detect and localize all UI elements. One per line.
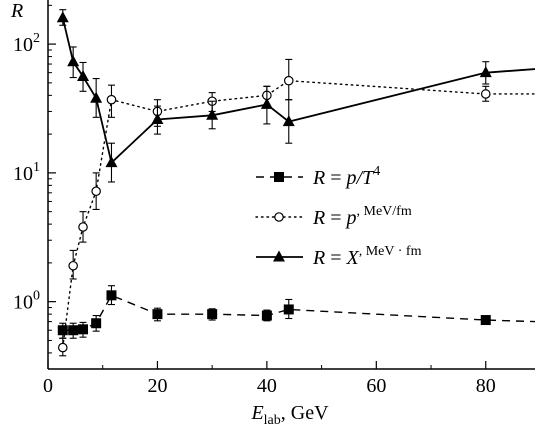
series-1-point-8 bbox=[283, 75, 294, 86]
x-tick-label-2: 40 bbox=[257, 375, 277, 397]
series-0-line bbox=[62, 294, 535, 331]
series-2-line bbox=[61, 17, 535, 165]
series-0-point-2 bbox=[78, 324, 89, 335]
legend-item-1: R = p, MeV/fm bbox=[255, 204, 412, 229]
series-0-point-9 bbox=[480, 315, 491, 326]
legend-marker-2 bbox=[273, 250, 285, 262]
legend-item-2: R = X, MeV · fm bbox=[256, 244, 422, 269]
series-0-point-8 bbox=[283, 304, 294, 315]
legend-marker-1 bbox=[274, 212, 284, 222]
series-0 bbox=[57, 285, 535, 339]
series-0-point-0 bbox=[57, 325, 68, 336]
series-1 bbox=[57, 58, 535, 357]
series-2-point-8 bbox=[282, 115, 295, 127]
series-0-point-1 bbox=[68, 325, 79, 336]
series-1-point-3 bbox=[91, 186, 101, 197]
series-1-point-9 bbox=[480, 89, 491, 99]
series-2-point-3 bbox=[90, 91, 103, 103]
series-0-point-5 bbox=[152, 309, 163, 320]
x-tick-label-0: 0 bbox=[43, 375, 53, 397]
x-tick-label-4: 80 bbox=[476, 375, 496, 397]
legend-item-0: R = p/T4 bbox=[256, 164, 380, 189]
series-2-point-1 bbox=[67, 55, 80, 67]
series-2-point-5 bbox=[151, 112, 164, 124]
series-2-point-7 bbox=[260, 97, 273, 109]
series-2 bbox=[56, 9, 535, 183]
series-2-point-6 bbox=[206, 108, 219, 120]
series-1-line bbox=[62, 79, 535, 349]
legend-marker-0 bbox=[274, 172, 284, 182]
y-axis-label: R bbox=[10, 0, 23, 22]
series-0-point-7 bbox=[261, 310, 272, 321]
series-1-point-2 bbox=[78, 222, 88, 232]
y-tick-label-0: 100 bbox=[13, 289, 40, 314]
x-axis-label: Elab, GeV bbox=[250, 402, 329, 428]
series-1-point-4 bbox=[106, 94, 117, 105]
series-0-point-6 bbox=[207, 309, 218, 320]
series-1-point-1 bbox=[68, 260, 78, 271]
y-ticks: 100 101 102 bbox=[13, 4, 56, 370]
series-2-point-4 bbox=[105, 156, 118, 168]
legend: R = p/T4 R = p, MeV/fm R = X, MeV · fm bbox=[255, 164, 422, 269]
y-tick-label-2: 102 bbox=[13, 31, 40, 56]
y-tick-label-1: 101 bbox=[13, 160, 40, 185]
series-1-point-0 bbox=[57, 342, 68, 353]
series-0-point-4 bbox=[106, 290, 117, 301]
series-0-point-3 bbox=[91, 318, 102, 329]
series-layer bbox=[56, 9, 535, 357]
x-tick-label-3: 60 bbox=[366, 375, 386, 397]
x-tick-label-1: 20 bbox=[147, 375, 167, 397]
series-2-point-9 bbox=[479, 66, 492, 78]
series-2-point-2 bbox=[77, 70, 90, 82]
legend-label-2: R = X, MeV · fm bbox=[312, 244, 422, 269]
x-ticks: 0 20 40 60 80 bbox=[43, 361, 496, 397]
legend-label-0: R = p/T4 bbox=[312, 164, 380, 189]
legend-label-1: R = p, MeV/fm bbox=[312, 204, 412, 229]
series-2-point-0 bbox=[56, 11, 69, 23]
